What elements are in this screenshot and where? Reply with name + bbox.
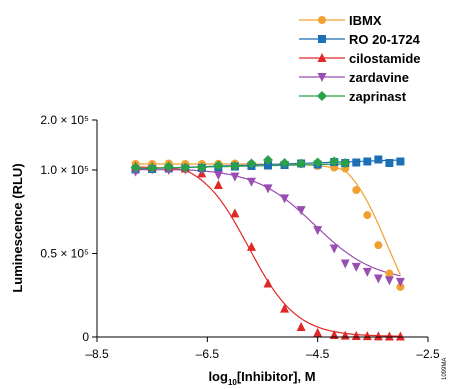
zaprinast-point xyxy=(279,158,290,168)
cilostamide-point xyxy=(313,327,323,337)
legend-marker xyxy=(317,53,327,62)
zaprinast-point xyxy=(180,162,191,173)
zardavine-point xyxy=(296,206,306,216)
zaprinast-point xyxy=(312,157,323,168)
zardavine-point xyxy=(395,277,405,287)
zaprinast-point xyxy=(340,158,351,168)
zardavine-point xyxy=(230,172,240,182)
x-axis-title-sub: 10 xyxy=(228,378,237,387)
zardavine-point xyxy=(280,194,290,204)
legend-marker xyxy=(317,73,327,82)
cilostamide-point xyxy=(384,331,394,341)
zardavine-point xyxy=(263,184,273,194)
ro-20-1724-point xyxy=(363,157,372,166)
ibmx-point xyxy=(396,282,405,291)
cilostamide-point xyxy=(362,331,372,341)
ro-20-1724-point xyxy=(396,157,405,166)
cilostamide-point xyxy=(263,278,273,288)
x-tick-label: –2.5 xyxy=(416,347,440,361)
ibmx-point xyxy=(385,269,394,278)
figure-code: 1099MA xyxy=(442,358,448,380)
zardavine-point xyxy=(313,226,323,236)
zaprinast-point xyxy=(296,158,307,169)
zardavine-point xyxy=(246,177,256,187)
zaprinast-point xyxy=(329,156,340,167)
zardavine-point xyxy=(213,171,223,181)
cilostamide-point xyxy=(340,330,350,340)
ibmx-fit-curve xyxy=(135,163,401,275)
y-ticks: 0 0.5 × 10⁵ 1.0 × 10⁵ 2.0 × 10⁵ xyxy=(40,113,97,344)
x-tick-label: –4.5 xyxy=(306,347,330,361)
ro-20-1724-point xyxy=(352,158,361,167)
data-markers xyxy=(130,155,405,341)
ro-20-1724-point xyxy=(374,155,383,164)
ro-20-1724-point xyxy=(385,159,394,167)
zaprinast-point xyxy=(130,162,141,173)
zaprinast-point xyxy=(196,162,207,173)
x-ticks: –8.5 –6.5 –4.5 –2.5 xyxy=(85,337,440,361)
legend-label: cilostamide xyxy=(349,51,421,66)
x-tick-label: –8.5 xyxy=(85,347,109,361)
cilostamide-point xyxy=(351,330,361,340)
x-axis-title: log10[Inhibitor], M xyxy=(208,369,315,387)
cilostamide-point xyxy=(280,303,290,313)
y-axis-title: Luminescence (RLU) xyxy=(10,163,25,292)
cilostamide-point xyxy=(230,208,240,218)
legend-marker xyxy=(318,16,326,24)
legend-label: RO 20-1724 xyxy=(349,32,421,47)
ibmx-point xyxy=(363,211,372,220)
cilostamide-point xyxy=(213,180,223,190)
x-tick-label: –6.5 xyxy=(196,347,220,361)
zardavine-point xyxy=(384,276,394,286)
legend-label: zardavine xyxy=(349,70,409,85)
y-tick-label: 2.0 × 10⁵ xyxy=(40,113,89,127)
legend-marker xyxy=(318,35,326,43)
ro-20-1724-point xyxy=(264,161,273,170)
legend-marker xyxy=(317,91,327,101)
y-tick-label: 0.5 × 10⁵ xyxy=(40,247,89,261)
zardavine-point xyxy=(362,267,372,277)
ibmx-point xyxy=(374,241,383,250)
ibmx-point xyxy=(352,186,361,195)
zaprinast-point xyxy=(147,163,158,173)
y-tick-label: 0 xyxy=(82,330,89,344)
zardavine-point xyxy=(373,274,383,284)
zardavine-point xyxy=(340,259,350,269)
legend-label: IBMX xyxy=(349,13,382,28)
zaprinast-point xyxy=(213,160,224,171)
cilostamide-point xyxy=(373,331,383,341)
axes: –8.5 –6.5 –4.5 –2.5 0 0.5 × 10⁵ 1.0 × 10⁵ 2.0 … xyxy=(40,113,440,361)
cilostamide-point xyxy=(246,241,256,251)
legend: IBMX RO 20-1724 cilostamide zardavine zaprin… xyxy=(299,13,421,104)
zaprinast-point xyxy=(229,161,240,171)
x-axis-title-log: log xyxy=(208,369,228,384)
zaprinast-point xyxy=(263,155,274,165)
cilostamide-point xyxy=(395,331,405,341)
cilostamide-point xyxy=(296,321,306,331)
x-axis-title-rest: [Inhibitor], M xyxy=(237,369,316,384)
zardavine-point xyxy=(351,262,361,272)
zardavine-point xyxy=(329,244,339,254)
zaprinast-point xyxy=(246,158,257,169)
legend-label: zaprinast xyxy=(349,89,407,104)
y-tick-label: 1.0 × 10⁵ xyxy=(40,163,89,177)
zaprinast-point xyxy=(163,161,174,172)
